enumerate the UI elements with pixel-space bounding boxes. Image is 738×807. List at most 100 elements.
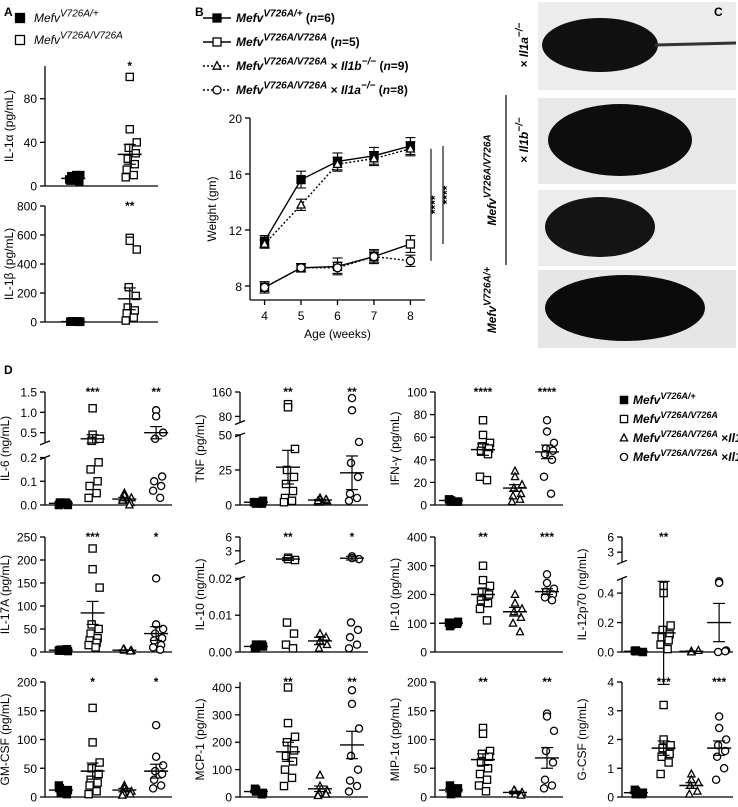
y-tick-label: 6 xyxy=(225,531,232,545)
y-tick-label: 3 xyxy=(225,544,232,558)
data-point xyxy=(508,617,518,627)
data-point xyxy=(346,751,356,761)
data-point xyxy=(368,152,380,163)
legend-label: MefvV726A/V726A ×Il1a−/− xyxy=(633,448,738,464)
y-tick-label: 200 xyxy=(17,554,37,568)
data-point xyxy=(510,471,520,481)
data-point xyxy=(347,699,357,709)
data-point xyxy=(664,758,673,767)
y-axis-label: IFN-γ (pg/mL) xyxy=(388,411,402,485)
y-tick-label: 150 xyxy=(407,704,427,718)
y-tick-label: 60 xyxy=(414,431,428,445)
data-point xyxy=(713,647,723,657)
data-point xyxy=(93,477,102,486)
panel-label: A xyxy=(4,5,13,19)
y-tick-label: 0.4 xyxy=(597,587,614,601)
data-point xyxy=(347,393,357,403)
data-point xyxy=(148,643,158,652)
data-point xyxy=(720,746,730,756)
legend-label: MefvV726A/V726A xyxy=(633,410,718,426)
y-tick-label: 3 xyxy=(607,704,614,718)
x-tick-label: 6 xyxy=(334,309,341,323)
y-tick-label: 0.01 xyxy=(209,609,233,623)
significance: *** xyxy=(540,530,554,544)
significance: ** xyxy=(478,530,488,544)
y-tick-label: 200 xyxy=(407,588,427,602)
y-tick-label: 100 xyxy=(212,763,232,777)
data-point xyxy=(482,616,492,625)
legend-marker xyxy=(14,12,26,24)
data-point xyxy=(478,729,488,739)
photo-label-part: Mefv xyxy=(485,305,499,334)
significance: ** xyxy=(347,675,357,689)
mouse xyxy=(548,104,692,176)
legend-label: MefvV726A/+ xyxy=(34,8,99,25)
photo-label-part: Il1a xyxy=(517,37,531,57)
data-point xyxy=(720,647,730,656)
legend-label: MefvV726A/+ (n=6) xyxy=(236,8,335,25)
data-point xyxy=(314,642,324,652)
data-point xyxy=(257,640,267,649)
data-point xyxy=(405,256,416,266)
y-tick-label: 400 xyxy=(17,258,37,272)
y-tick-label: 2 xyxy=(607,733,614,747)
data-point xyxy=(539,784,549,793)
significance: * xyxy=(90,675,95,689)
data-point xyxy=(546,489,556,498)
data-point xyxy=(121,316,131,325)
data-point xyxy=(288,644,298,653)
data-point xyxy=(475,472,485,481)
legend-label-part: V726A/V726A xyxy=(263,32,327,43)
data-point xyxy=(542,570,552,579)
y-axis-label: IL-1β (pg/mL) xyxy=(2,228,16,300)
y-axis-label: IL-12p70 (ng/mL) xyxy=(575,548,589,640)
legend-label: MefvV726A/V726A (n=5) xyxy=(236,32,360,49)
data-point xyxy=(481,787,491,796)
significance: ** xyxy=(283,385,293,399)
legend-label-part: n xyxy=(310,11,317,25)
significance: * xyxy=(350,530,355,544)
data-point xyxy=(540,593,550,602)
data-point xyxy=(332,263,343,273)
y-tick-label: 100 xyxy=(17,600,37,614)
data-point xyxy=(516,789,526,799)
data-point xyxy=(476,758,486,767)
data-point xyxy=(354,554,364,564)
data-point xyxy=(353,472,363,482)
data-point xyxy=(85,481,94,491)
significance: **** xyxy=(538,385,557,399)
y-tick-label: 40 xyxy=(414,453,428,467)
legend-label-part: Mefv xyxy=(236,11,265,25)
y-axis-label: MIP-1α (pg/mL) xyxy=(388,698,402,782)
data-point xyxy=(542,712,552,721)
data-point xyxy=(155,645,165,654)
data-point xyxy=(539,472,549,481)
x-tick-label: 7 xyxy=(371,309,378,323)
y-tick-label: 80 xyxy=(414,408,428,422)
data-point xyxy=(345,633,355,642)
data-point xyxy=(353,625,363,635)
legend-label-part: n xyxy=(335,35,342,49)
legend-label: MefvV726A/V726A × Il1b−/− (n=9) xyxy=(236,56,408,73)
legend-label-part: × xyxy=(327,59,341,73)
y-tick-label: 200 xyxy=(407,676,427,690)
data-point xyxy=(483,598,493,608)
y-tick-label: 50 xyxy=(414,762,428,776)
data-point xyxy=(345,489,355,499)
data-point xyxy=(656,640,665,649)
data-point xyxy=(354,724,364,733)
data-point xyxy=(88,544,97,553)
data-point xyxy=(85,781,94,790)
legend-label-part: Mefv xyxy=(236,59,265,73)
mouse xyxy=(542,18,658,72)
legend-label-part: Mefv xyxy=(633,431,662,445)
significance: ** xyxy=(283,675,293,689)
data-point xyxy=(283,718,293,728)
data-point xyxy=(664,635,673,645)
legend-label-part: V726A/V726A xyxy=(60,30,123,41)
data-point xyxy=(149,477,159,486)
data-point xyxy=(665,749,674,759)
data-point xyxy=(405,143,416,153)
legend-label-part: × xyxy=(718,431,728,445)
